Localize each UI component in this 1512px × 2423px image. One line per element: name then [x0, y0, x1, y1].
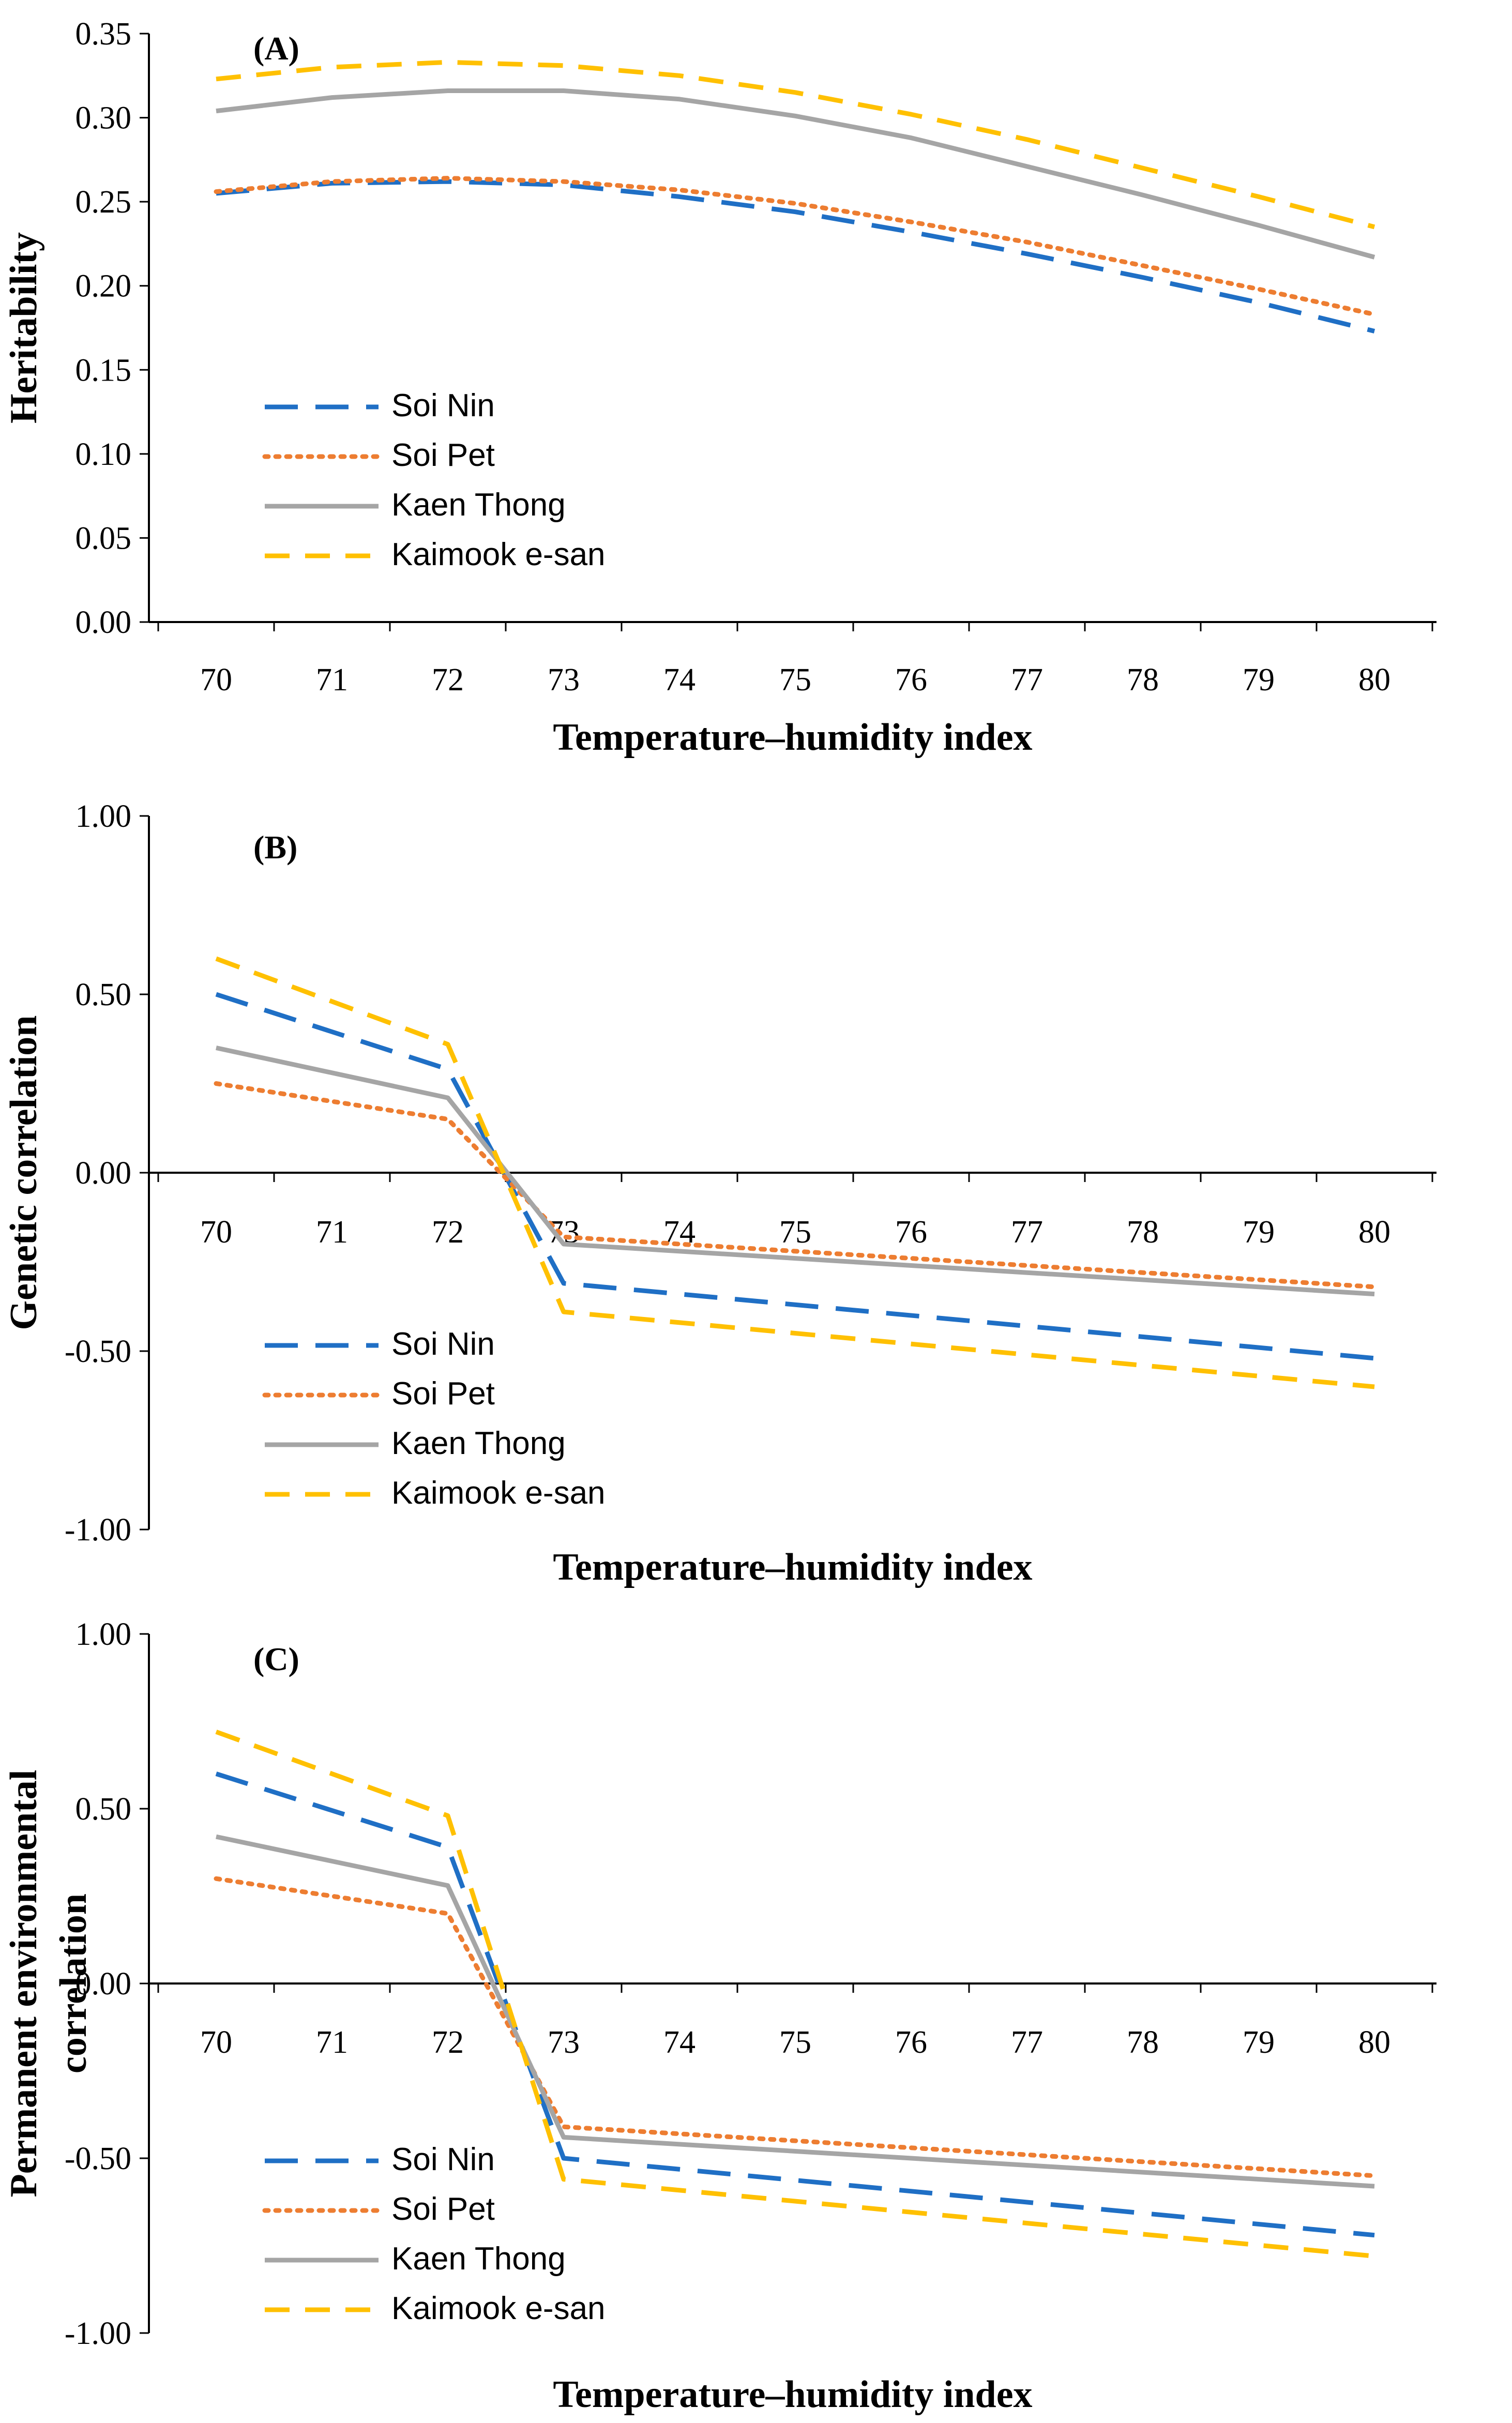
- x-tick-label: 77: [1011, 662, 1043, 698]
- y-tick-label: 1.00: [75, 1617, 132, 1652]
- x-tick-label: 75: [779, 662, 811, 698]
- series-line-kaimook-e-san: [215, 956, 1375, 1389]
- legend: Soi Nin Soi Pet Kaen Thong Kaimook e-san: [262, 388, 606, 572]
- y-tick-label: 1.00: [75, 799, 132, 834]
- series-line-soi-pet: [214, 176, 1377, 317]
- panel-label: (A): [253, 30, 299, 67]
- y-tick-label: -0.50: [65, 1334, 131, 1369]
- y-tick-label: 0.50: [75, 1792, 132, 1827]
- y-tick-label: 0.20: [75, 269, 132, 304]
- series-line-soi-nin: [215, 1771, 1375, 2238]
- y-tick-label: 0.35: [75, 17, 132, 52]
- x-tick-label: 74: [663, 2025, 695, 2060]
- y-tick-label: -1.00: [65, 1512, 131, 1548]
- x-tick-label: 78: [1127, 2025, 1159, 2060]
- y-tick-label: 0.00: [75, 1156, 132, 1191]
- y-tick-label: 0.50: [75, 977, 132, 1012]
- x-tick-label: 76: [895, 662, 927, 698]
- legend-label-kaimook-e-san: Kaimook e-san: [391, 2291, 606, 2326]
- series-line-kaimook-e-san: [215, 1730, 1375, 2259]
- x-tick-label: 70: [200, 2025, 232, 2060]
- series-line-kaimook-e-san: [216, 59, 1375, 230]
- series-line-kaen-thong: [216, 1834, 1375, 2189]
- x-tick-label: 72: [432, 1215, 464, 1250]
- legend-label-kaimook-e-san: Kaimook e-san: [391, 537, 606, 572]
- y-tick-label: -0.50: [65, 2141, 131, 2176]
- x-tick-label: 75: [779, 1215, 811, 1250]
- panel-a: 0.00 0.05 0.10 0.15 0.20 0.25 0.30 0.35 70 71 72 73…: [3, 17, 1437, 759]
- x-tick-label: 72: [432, 662, 464, 698]
- x-tick-label: 73: [548, 662, 580, 698]
- panel-label: (B): [253, 829, 297, 866]
- legend-label-soi-pet: Soi Pet: [391, 1376, 495, 1412]
- legend-label-kaen-thong: Kaen Thong: [391, 1426, 566, 1461]
- x-tick-label: 77: [1011, 2025, 1043, 2060]
- x-tick-label: 72: [432, 2025, 464, 2060]
- x-tick-label: 79: [1243, 2025, 1275, 2060]
- series-line-soi-pet: [214, 1876, 1377, 2178]
- x-axis-title: Temperature–humidity index: [553, 716, 1032, 759]
- y-tick-label: -1.00: [65, 2316, 131, 2351]
- legend-label-soi-pet: Soi Pet: [391, 2191, 495, 2227]
- series-line-kaen-thong: [216, 1046, 1375, 1297]
- x-axis-title: Temperature–humidity index: [553, 2373, 1032, 2416]
- x-tick-label: 80: [1358, 1215, 1390, 1250]
- x-tick-label: 78: [1127, 1215, 1159, 1250]
- legend-label-soi-nin: Soi Nin: [391, 388, 495, 423]
- panel-label: (C): [253, 1641, 299, 1677]
- legend-label-kaimook-e-san: Kaimook e-san: [391, 1475, 606, 1511]
- legend-label-soi-nin: Soi Nin: [391, 1326, 495, 1362]
- panel-c: -1.00 -0.50 0.00 0.50 1.00 70 71 72 73 74 75 76 77 78…: [3, 1617, 1437, 2416]
- series-line-soi-pet: [214, 1081, 1377, 1290]
- x-tick-label: 79: [1243, 662, 1275, 698]
- x-tick-label: 79: [1243, 1215, 1275, 1250]
- x-tick-label: 70: [200, 662, 232, 698]
- x-tick-label: 78: [1127, 662, 1159, 698]
- legend-label-soi-nin: Soi Nin: [391, 2142, 495, 2177]
- y-axis-title: Heritability: [3, 232, 45, 423]
- y-tick-label: 0.25: [75, 185, 132, 220]
- x-tick-label: 76: [895, 1215, 927, 1250]
- y-tick-label: 0.00: [75, 1966, 132, 2002]
- x-tick-label: 71: [316, 1215, 348, 1250]
- y-tick-label: 0.30: [75, 101, 132, 136]
- x-tick-label: 80: [1358, 2025, 1390, 2060]
- legend-label-soi-pet: Soi Pet: [391, 437, 495, 473]
- y-tick-label: 0.00: [75, 605, 132, 640]
- y-tick-label: 0.05: [75, 521, 132, 556]
- series-line-kaen-thong: [216, 88, 1375, 260]
- x-tick-label: 77: [1011, 1215, 1043, 1250]
- x-tick-label: 71: [316, 2025, 348, 2060]
- legend: Soi Nin Soi Pet Kaen Thong Kaimook e-san: [262, 1326, 606, 1511]
- y-tick-label: 0.10: [75, 437, 132, 472]
- y-axis-title: Genetic correlation: [3, 1016, 45, 1330]
- y-tick-label: 0.15: [75, 353, 132, 388]
- x-tick-label: 76: [895, 2025, 927, 2060]
- x-tick-label: 80: [1358, 662, 1390, 698]
- series-line-soi-nin: [216, 179, 1375, 334]
- legend: Soi Nin Soi Pet Kaen Thong Kaimook e-san: [262, 2142, 606, 2326]
- legend-label-kaen-thong: Kaen Thong: [391, 2241, 566, 2277]
- x-tick-label: 71: [316, 662, 348, 698]
- x-tick-label: 75: [779, 2025, 811, 2060]
- y-axis-title: Permanent environmental correlation: [3, 1770, 95, 2198]
- legend-label-kaen-thong: Kaen Thong: [391, 487, 566, 523]
- x-tick-label: 74: [663, 662, 695, 698]
- x-axis-title: Temperature–humidity index: [553, 1546, 1032, 1588]
- x-tick-label: 70: [200, 1215, 232, 1250]
- x-tick-label: 73: [548, 2025, 580, 2060]
